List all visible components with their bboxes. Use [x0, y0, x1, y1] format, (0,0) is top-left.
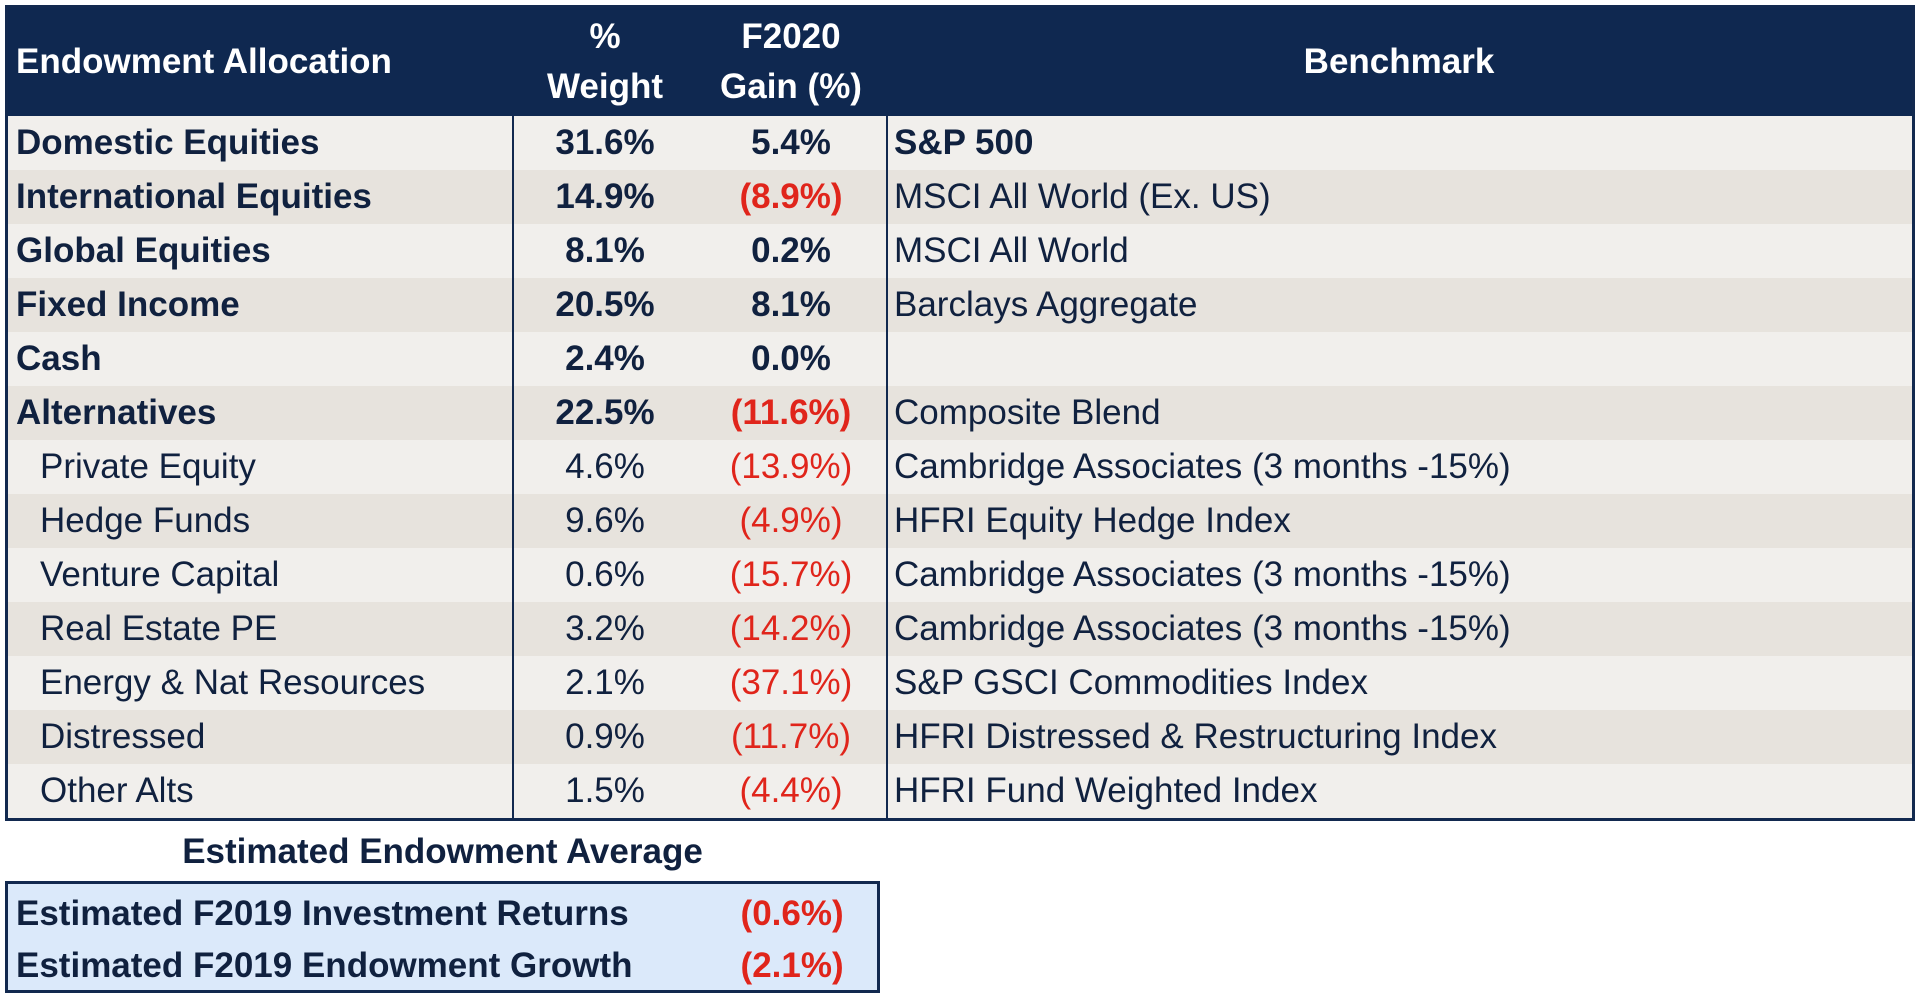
row-benchmark: HFRI Equity Hedge Index — [894, 501, 1291, 540]
row-benchmark: Cambridge Associates (3 months -15%) — [894, 447, 1511, 486]
row-benchmark: HFRI Distressed & Restructuring Index — [894, 717, 1497, 756]
row-weight: 1.5% — [565, 771, 645, 810]
row-weight: 14.9% — [555, 177, 655, 216]
row-gain: (14.2%) — [696, 602, 888, 656]
row-benchmark: MSCI All World (Ex. US) — [894, 177, 1271, 216]
table-row: Private Equity 4.6% (13.9%) Cambridge As… — [8, 440, 1912, 494]
row-weight: 9.6% — [565, 501, 645, 540]
summary-value: (0.6%) — [740, 894, 844, 933]
row-benchmark: Cambridge Associates (3 months -15%) — [894, 609, 1511, 648]
row-name: Fixed Income — [8, 278, 514, 332]
table-row: Alternatives 22.5% (11.6%) Composite Ble… — [8, 386, 1912, 440]
row-name: International Equities — [8, 170, 514, 224]
row-weight: 22.5% — [555, 393, 655, 432]
row-benchmark: S&P 500 — [894, 123, 1034, 162]
row-gain: (11.6%) — [696, 386, 888, 440]
table-row: Energy & Nat Resources 2.1% (37.1%) S&P … — [8, 656, 1912, 710]
row-weight: 4.6% — [565, 447, 645, 486]
row-benchmark: Barclays Aggregate — [894, 285, 1198, 324]
summary-label: Estimated F2019 Investment Returns — [16, 894, 629, 933]
row-gain: (15.7%) — [696, 548, 888, 602]
row-weight: 2.4% — [565, 339, 645, 378]
row-benchmark: Composite Blend — [894, 393, 1161, 432]
header-gain-line1: F2020 — [741, 17, 841, 56]
table-row: Fixed Income 20.5% 8.1% Barclays Aggrega… — [8, 278, 1912, 332]
header-gain: F2020 Gain (%) — [696, 12, 886, 112]
row-benchmark: S&P GSCI Commodities Index — [894, 663, 1368, 702]
header-weight-line1: % — [589, 17, 621, 56]
table-row: Real Estate PE 3.2% (14.2%) Cambridge As… — [8, 602, 1912, 656]
header-benchmark: Benchmark — [1303, 42, 1495, 81]
summary-row: Estimated F2019 Investment Returns (0.6%… — [8, 888, 877, 940]
table-row: Cash 2.4% 0.0% — [8, 332, 1912, 386]
row-weight: 0.9% — [565, 717, 645, 756]
row-name: Venture Capital — [8, 548, 514, 602]
row-benchmark — [888, 332, 1912, 386]
row-weight: 0.6% — [565, 555, 645, 594]
row-gain: 0.2% — [696, 224, 888, 278]
summary-title: Estimated Endowment Average — [182, 832, 703, 871]
table-row: Other Alts 1.5% (4.4%) HFRI Fund Weighte… — [8, 764, 1912, 818]
row-gain: 5.4% — [696, 116, 888, 170]
header-allocation: Endowment Allocation — [16, 42, 392, 81]
row-name: Cash — [8, 332, 514, 386]
table-body: Domestic Equities 31.6% 5.4% S&P 500 Int… — [8, 116, 1912, 818]
row-gain: (8.9%) — [696, 170, 888, 224]
row-gain: (13.9%) — [696, 440, 888, 494]
row-benchmark: HFRI Fund Weighted Index — [894, 771, 1318, 810]
header-weight: % Weight — [514, 12, 696, 112]
row-name: Alternatives — [8, 386, 514, 440]
table-header: Endowment Allocation % Weight F2020 Gain… — [8, 8, 1912, 116]
row-gain: (11.7%) — [696, 710, 888, 764]
row-name: Energy & Nat Resources — [8, 656, 514, 710]
header-weight-line2: Weight — [546, 67, 663, 106]
row-name: Other Alts — [8, 764, 514, 818]
summary-box: Estimated F2019 Investment Returns (0.6%… — [5, 881, 880, 993]
header-gain-line2: Gain (%) — [720, 67, 862, 106]
row-benchmark: Cambridge Associates (3 months -15%) — [894, 555, 1511, 594]
row-gain: 0.0% — [696, 332, 888, 386]
table-row: Domestic Equities 31.6% 5.4% S&P 500 — [8, 116, 1912, 170]
table-row: International Equities 14.9% (8.9%) MSCI… — [8, 170, 1912, 224]
row-weight: 3.2% — [565, 609, 645, 648]
row-weight: 20.5% — [555, 285, 655, 324]
row-name: Domestic Equities — [8, 116, 514, 170]
table-row: Hedge Funds 9.6% (4.9%) HFRI Equity Hedg… — [8, 494, 1912, 548]
table-row: Global Equities 8.1% 0.2% MSCI All World — [8, 224, 1912, 278]
row-name: Distressed — [8, 710, 514, 764]
row-name: Global Equities — [8, 224, 514, 278]
row-gain: 8.1% — [696, 278, 888, 332]
row-weight: 8.1% — [565, 231, 645, 270]
summary-label: Estimated F2019 Endowment Growth — [16, 946, 633, 985]
summary-row: Estimated F2019 Endowment Growth (2.1%) — [8, 940, 877, 992]
row-gain: (4.4%) — [696, 764, 888, 818]
row-gain: (37.1%) — [696, 656, 888, 710]
row-name: Hedge Funds — [8, 494, 514, 548]
row-weight: 2.1% — [565, 663, 645, 702]
table-row: Venture Capital 0.6% (15.7%) Cambridge A… — [8, 548, 1912, 602]
row-name: Real Estate PE — [8, 602, 514, 656]
table-row: Distressed 0.9% (11.7%) HFRI Distressed … — [8, 710, 1912, 764]
row-name: Private Equity — [8, 440, 514, 494]
row-gain: (4.9%) — [696, 494, 888, 548]
allocation-table: Endowment Allocation % Weight F2020 Gain… — [5, 5, 1915, 821]
row-benchmark: MSCI All World — [894, 231, 1129, 270]
row-weight: 31.6% — [555, 123, 655, 162]
summary-value: (2.1%) — [740, 946, 844, 985]
